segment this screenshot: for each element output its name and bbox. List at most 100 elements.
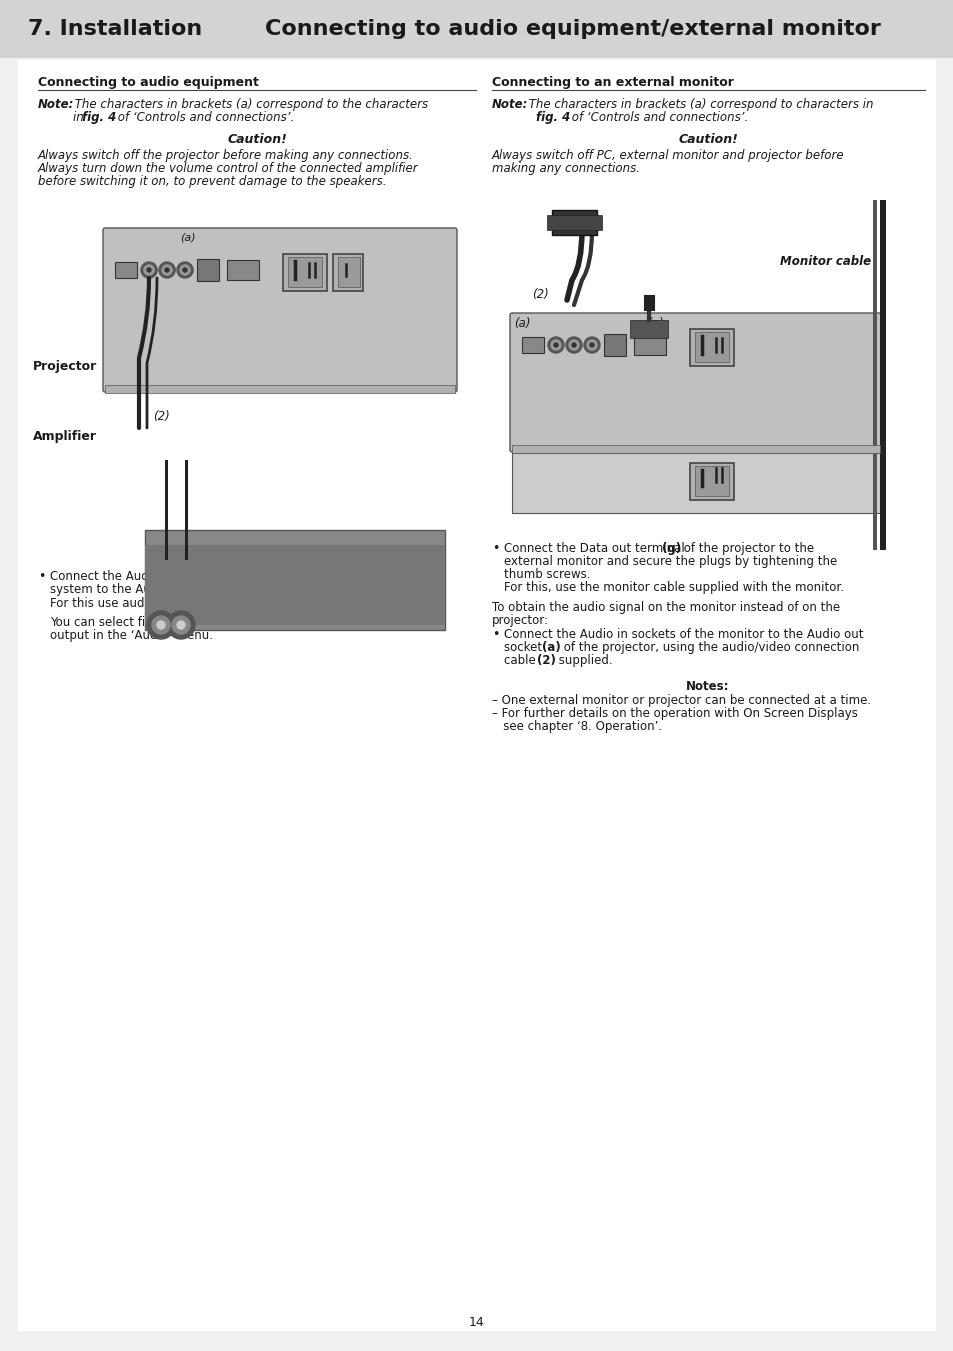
Bar	[333, 255, 357, 290]
Text: (a): (a)	[541, 640, 560, 654]
Circle shape	[547, 336, 563, 353]
Text: of ‘Controls and connections’.: of ‘Controls and connections’.	[113, 111, 294, 124]
Circle shape	[165, 267, 169, 272]
Text: cable: cable	[503, 654, 539, 667]
Circle shape	[172, 616, 190, 634]
Text: of the projector, using the audio/video connection: of the projector, using the audio/video …	[559, 640, 859, 654]
Text: Caution!: Caution!	[227, 132, 287, 146]
Text: (a): (a)	[180, 232, 195, 242]
Text: of the projector.: of the projector.	[235, 584, 334, 596]
Bar	[634, 335, 665, 355]
Bar	[552, 209, 597, 235]
Circle shape	[182, 266, 190, 274]
Bar	[336, 258, 355, 282]
Text: Connect the Data out terminal: Connect the Data out terminal	[503, 542, 688, 555]
Text: To obtain the audio signal on the monitor instead of on the: To obtain the audio signal on the monito…	[492, 601, 840, 613]
Text: Projector: Projector	[33, 359, 97, 373]
Bar	[689, 463, 733, 500]
Text: (a): (a)	[218, 584, 236, 596]
Bar	[145, 530, 444, 630]
Bar	[695, 466, 728, 496]
Circle shape	[143, 263, 157, 277]
Text: Connect the Audio in L/R sockets of an amplifier or stereo: Connect the Audio in L/R sockets of an a…	[50, 570, 391, 584]
Text: fig. 4: fig. 4	[82, 111, 116, 124]
Bar	[872, 200, 876, 550]
Bar	[285, 255, 327, 290]
Text: Note:: Note:	[38, 99, 74, 111]
Text: supplied.: supplied.	[555, 654, 612, 667]
Bar	[333, 254, 363, 290]
Text: of the projector to the: of the projector to the	[679, 542, 813, 555]
Bar	[492, 200, 924, 520]
Bar	[115, 262, 137, 278]
Text: (g): (g)	[646, 317, 663, 330]
Text: Amplifier: Amplifier	[33, 430, 97, 443]
Bar	[695, 332, 728, 362]
Circle shape	[554, 343, 558, 347]
Bar	[230, 261, 260, 280]
Bar	[603, 334, 625, 357]
Circle shape	[180, 265, 190, 276]
Text: (g): (g)	[661, 542, 680, 555]
Bar	[165, 459, 168, 561]
Circle shape	[152, 616, 170, 634]
Bar	[200, 259, 220, 280]
Text: (2): (2)	[532, 288, 548, 301]
Text: system to the Audio out socket: system to the Audio out socket	[50, 584, 237, 596]
Text: For this use audio/video connection cable: For this use audio/video connection cabl…	[50, 596, 299, 609]
Circle shape	[147, 267, 151, 272]
Text: (a): (a)	[514, 317, 530, 330]
Circle shape	[141, 262, 157, 278]
Text: Connect the Audio in sockets of the monitor to the Audio out: Connect the Audio in sockets of the moni…	[503, 628, 862, 640]
Text: (2): (2)	[267, 596, 286, 609]
Bar	[105, 230, 455, 385]
FancyBboxPatch shape	[103, 228, 456, 392]
Bar	[879, 200, 885, 550]
Text: output in the ‘Audio’ menu.: output in the ‘Audio’ menu.	[50, 630, 213, 642]
Bar	[283, 254, 327, 290]
Bar	[337, 257, 359, 286]
Text: thumb screws.: thumb screws.	[503, 567, 590, 581]
Bar	[512, 315, 879, 444]
Text: Caution!: Caution!	[678, 132, 738, 146]
Bar	[145, 544, 444, 626]
Circle shape	[161, 263, 174, 277]
Text: Connecting to audio equipment: Connecting to audio equipment	[38, 76, 258, 89]
Bar	[629, 320, 667, 338]
Circle shape	[177, 262, 193, 278]
Text: Note:: Note:	[492, 99, 528, 111]
Text: – For further details on the operation with On Screen Displays: – For further details on the operation w…	[492, 707, 857, 720]
Text: in: in	[58, 111, 88, 124]
Text: 7. Installation: 7. Installation	[28, 19, 202, 39]
Bar	[110, 259, 450, 278]
Circle shape	[147, 611, 174, 639]
Text: The characters in brackets (a) correspond to characters in: The characters in brackets (a) correspon…	[524, 99, 873, 111]
Bar	[521, 336, 543, 353]
Text: of ‘Controls and connections’.: of ‘Controls and connections’.	[567, 111, 747, 124]
Text: Connecting to an external monitor: Connecting to an external monitor	[492, 76, 733, 89]
Circle shape	[179, 263, 193, 277]
Circle shape	[167, 611, 194, 639]
Circle shape	[589, 343, 594, 347]
Text: projector:: projector:	[492, 613, 548, 627]
Text: Always switch off the projector before making any connections.: Always switch off the projector before m…	[38, 149, 414, 162]
Bar	[288, 257, 322, 286]
Text: The characters in brackets (a) correspond to the characters: The characters in brackets (a) correspon…	[71, 99, 428, 111]
Text: Connecting to audio equipment/external monitor: Connecting to audio equipment/external m…	[265, 19, 880, 39]
Bar	[0, 0, 953, 58]
Circle shape	[144, 265, 153, 276]
Text: supplied.: supplied.	[285, 596, 342, 609]
Text: external monitor and secure the plugs by tightening the: external monitor and secure the plugs by…	[503, 555, 837, 567]
Bar	[512, 444, 879, 453]
Bar	[546, 215, 601, 230]
Circle shape	[177, 621, 185, 630]
Text: Always switch off PC, external monitor and projector before: Always switch off PC, external monitor a…	[492, 149, 843, 162]
Text: •: •	[492, 628, 498, 640]
Bar	[290, 258, 322, 286]
Text: socket: socket	[503, 640, 545, 654]
Circle shape	[565, 336, 581, 353]
Text: see chapter ‘8. Operation’.: see chapter ‘8. Operation’.	[492, 720, 661, 734]
Bar	[689, 330, 733, 366]
Bar	[512, 453, 879, 513]
Circle shape	[568, 340, 578, 350]
